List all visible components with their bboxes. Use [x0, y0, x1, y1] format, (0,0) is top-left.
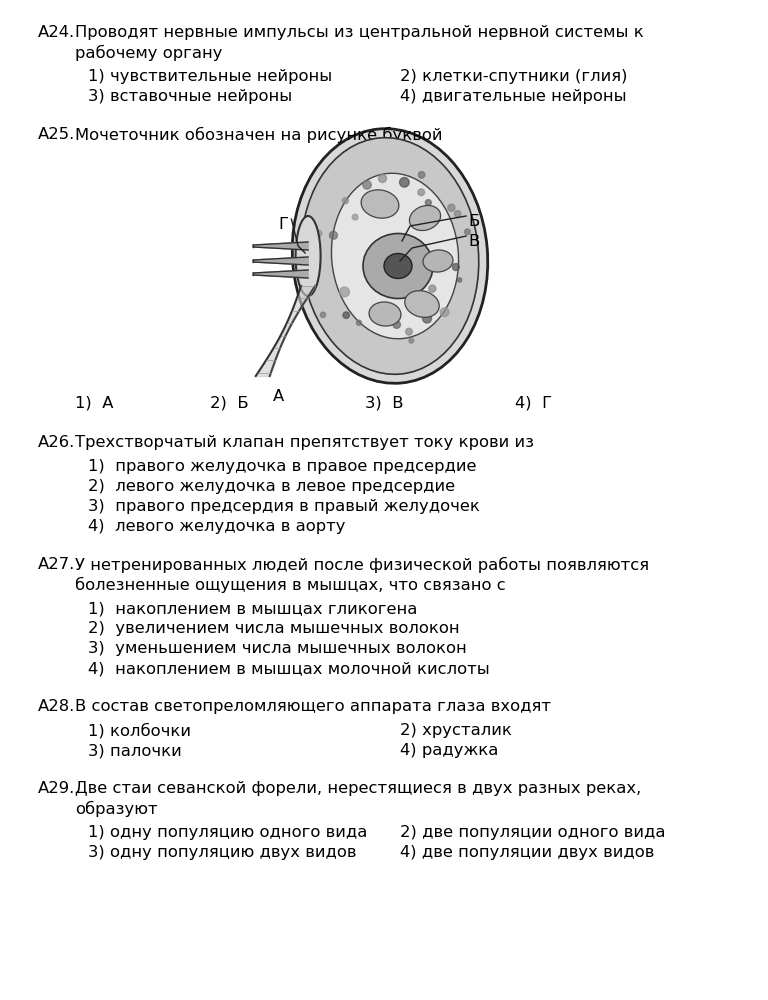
Text: 3) одну популяцию двух видов: 3) одну популяцию двух видов [88, 845, 356, 860]
Text: 2) клетки-спутники (глия): 2) клетки-спутники (глия) [400, 69, 627, 84]
Circle shape [329, 231, 337, 239]
Polygon shape [253, 270, 308, 278]
Text: А29.: А29. [38, 781, 75, 796]
Text: 1) чувствительные нейроны: 1) чувствительные нейроны [88, 69, 333, 84]
Text: Две стаи севанской форели, нерестящиеся в двух разных реках,: Две стаи севанской форели, нерестящиеся … [75, 781, 641, 796]
Circle shape [465, 229, 470, 235]
Circle shape [343, 198, 349, 204]
Text: 1)  правого желудочка в правое предсердие: 1) правого желудочка в правое предсердие [88, 459, 476, 474]
Circle shape [362, 181, 371, 189]
Polygon shape [253, 257, 308, 265]
Ellipse shape [384, 253, 412, 278]
Text: А25.: А25. [38, 127, 75, 142]
Circle shape [339, 287, 349, 297]
Circle shape [418, 189, 425, 196]
Text: А27.: А27. [38, 557, 75, 572]
Ellipse shape [301, 138, 478, 374]
Text: Проводят нервные импульсы из центральной нервной системы к: Проводят нервные импульсы из центральной… [75, 25, 644, 40]
Circle shape [425, 200, 432, 206]
Ellipse shape [296, 216, 320, 296]
Text: 4) две популяции двух видов: 4) две популяции двух видов [400, 845, 654, 860]
Circle shape [406, 328, 412, 335]
Ellipse shape [361, 190, 399, 218]
Ellipse shape [423, 250, 453, 272]
Circle shape [393, 321, 400, 328]
Circle shape [316, 230, 322, 237]
Text: А28.: А28. [38, 699, 75, 714]
Circle shape [353, 214, 358, 220]
Text: 3)  правого предсердия в правый желудочек: 3) правого предсердия в правый желудочек [88, 499, 480, 514]
Text: 4)  Г: 4) Г [515, 396, 552, 411]
Circle shape [356, 320, 362, 325]
Text: Б: Б [468, 214, 479, 229]
Text: 3) вставочные нейроны: 3) вставочные нейроны [88, 89, 293, 104]
Text: 4)  накоплением в мышцах молочной кислоты: 4) накоплением в мышцах молочной кислоты [88, 661, 490, 676]
Text: 1)  накоплением в мышцах гликогена: 1) накоплением в мышцах гликогена [88, 601, 417, 616]
Text: 2)  левого желудочка в левое предсердие: 2) левого желудочка в левое предсердие [88, 479, 455, 494]
Text: Трехстворчатый клапан препятствует току крови из: Трехстворчатый клапан препятствует току … [75, 435, 534, 450]
Circle shape [422, 314, 432, 323]
Circle shape [429, 285, 436, 292]
Text: рабочему органу: рабочему органу [75, 45, 223, 61]
Text: 3)  уменьшением числа мышечных волокон: 3) уменьшением числа мышечных волокон [88, 641, 467, 656]
Text: В состав светопреломляющего аппарата глаза входят: В состав светопреломляющего аппарата гла… [75, 699, 551, 714]
Circle shape [419, 172, 425, 178]
Text: 2)  Б: 2) Б [210, 396, 249, 411]
Ellipse shape [369, 302, 401, 326]
Text: У нетренированных людей после физической работы появляются: У нетренированных людей после физической… [75, 557, 649, 573]
Ellipse shape [293, 129, 488, 383]
Text: болезненные ощущения в мышцах, что связано с: болезненные ощущения в мышцах, что связа… [75, 577, 506, 593]
Text: 3)  В: 3) В [365, 396, 403, 411]
Polygon shape [253, 242, 308, 250]
Circle shape [379, 174, 386, 183]
Circle shape [458, 278, 462, 282]
Text: А26.: А26. [38, 435, 75, 450]
Ellipse shape [363, 233, 433, 298]
Text: 1) одну популяцию одного вида: 1) одну популяцию одного вида [88, 825, 367, 840]
Text: 1) колбочки: 1) колбочки [88, 723, 191, 739]
Circle shape [320, 312, 326, 318]
Text: В: В [468, 234, 479, 249]
Text: 4)  левого желудочка в аорту: 4) левого желудочка в аорту [88, 519, 346, 534]
Circle shape [399, 177, 409, 187]
Circle shape [452, 264, 459, 271]
Circle shape [448, 204, 455, 211]
Text: Г: Г [278, 217, 289, 232]
Text: А: А [273, 389, 284, 404]
Ellipse shape [409, 205, 441, 231]
Text: 2) две популяции одного вида: 2) две популяции одного вида [400, 825, 666, 840]
Ellipse shape [405, 291, 439, 317]
Ellipse shape [332, 173, 458, 339]
Circle shape [409, 338, 414, 343]
Text: 2)  увеличением числа мышечных волокон: 2) увеличением числа мышечных волокон [88, 621, 459, 636]
Text: образуют: образуют [75, 801, 157, 817]
Text: Мочеточник обозначен на рисунке буквой: Мочеточник обозначен на рисунке буквой [75, 127, 442, 143]
Text: А24.: А24. [38, 25, 75, 40]
Circle shape [343, 312, 349, 318]
Text: 3) палочки: 3) палочки [88, 743, 182, 758]
Circle shape [440, 308, 449, 317]
Text: 4) радужка: 4) радужка [400, 743, 498, 758]
Text: 1)  А: 1) А [75, 396, 114, 411]
Text: 4) двигательные нейроны: 4) двигательные нейроны [400, 89, 627, 104]
Text: 2) хрусталик: 2) хрусталик [400, 723, 512, 738]
Circle shape [455, 211, 461, 217]
